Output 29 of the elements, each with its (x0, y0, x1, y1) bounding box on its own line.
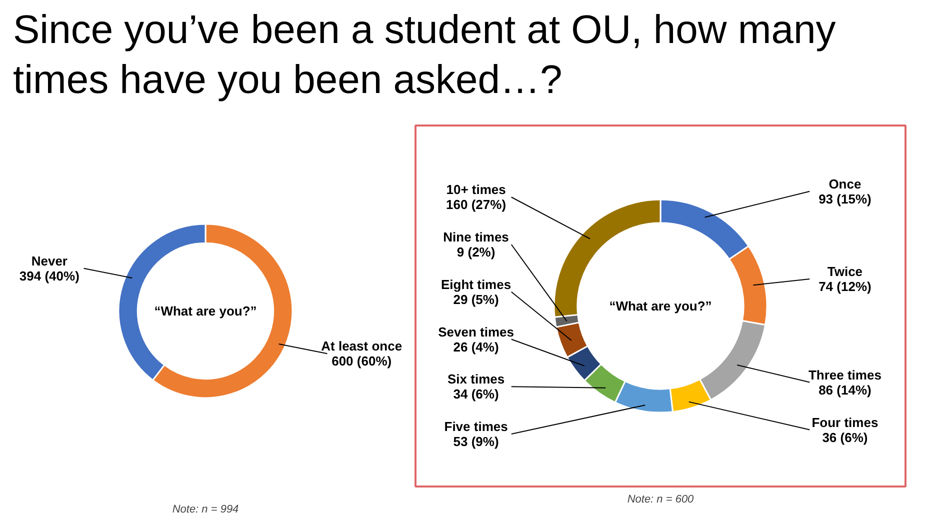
data-label: 26 (4%) (453, 339, 499, 354)
data-label: 34 (6%) (453, 386, 499, 402)
text: “What are you?” (154, 304, 257, 318)
slice-label: 10+ times (446, 182, 506, 198)
slice-label: Nine times (443, 230, 509, 245)
data-label: 394 (40%) (19, 268, 80, 284)
data-label: 9 (2%) (456, 244, 496, 260)
slice-label: Three times (808, 367, 882, 382)
data-label: 53 (9%) (453, 434, 499, 450)
slice-label: Five times (444, 419, 508, 434)
slice-label: Six times (448, 372, 505, 387)
slice-label: At least once (321, 338, 402, 354)
data-label: 74 (12%) (818, 279, 872, 294)
chart-title: Since you’ve been a student at OU, how many times have you been asked…? (13, 7, 837, 104)
data-label: 29 (5%) (453, 292, 499, 307)
data-label: 86 (14%) (818, 382, 872, 398)
data-label: 160 (27%) (446, 197, 506, 212)
slice-label: Twice (827, 264, 863, 280)
data-label: 93 (15%) (818, 191, 872, 206)
slice-label: Seven times (438, 324, 514, 340)
slice-label: Once (828, 176, 862, 192)
slice-label: Eight times (441, 276, 512, 292)
text: Note: n = 600 (627, 494, 695, 506)
slice-label: Four times (812, 414, 878, 430)
text: “What are you?” (609, 298, 712, 314)
data-label: 36 (6%) (822, 430, 868, 445)
slice-label: Never (31, 253, 68, 268)
text: Note: n = 994 (172, 504, 239, 516)
data-label: 600 (60%) (332, 354, 392, 369)
